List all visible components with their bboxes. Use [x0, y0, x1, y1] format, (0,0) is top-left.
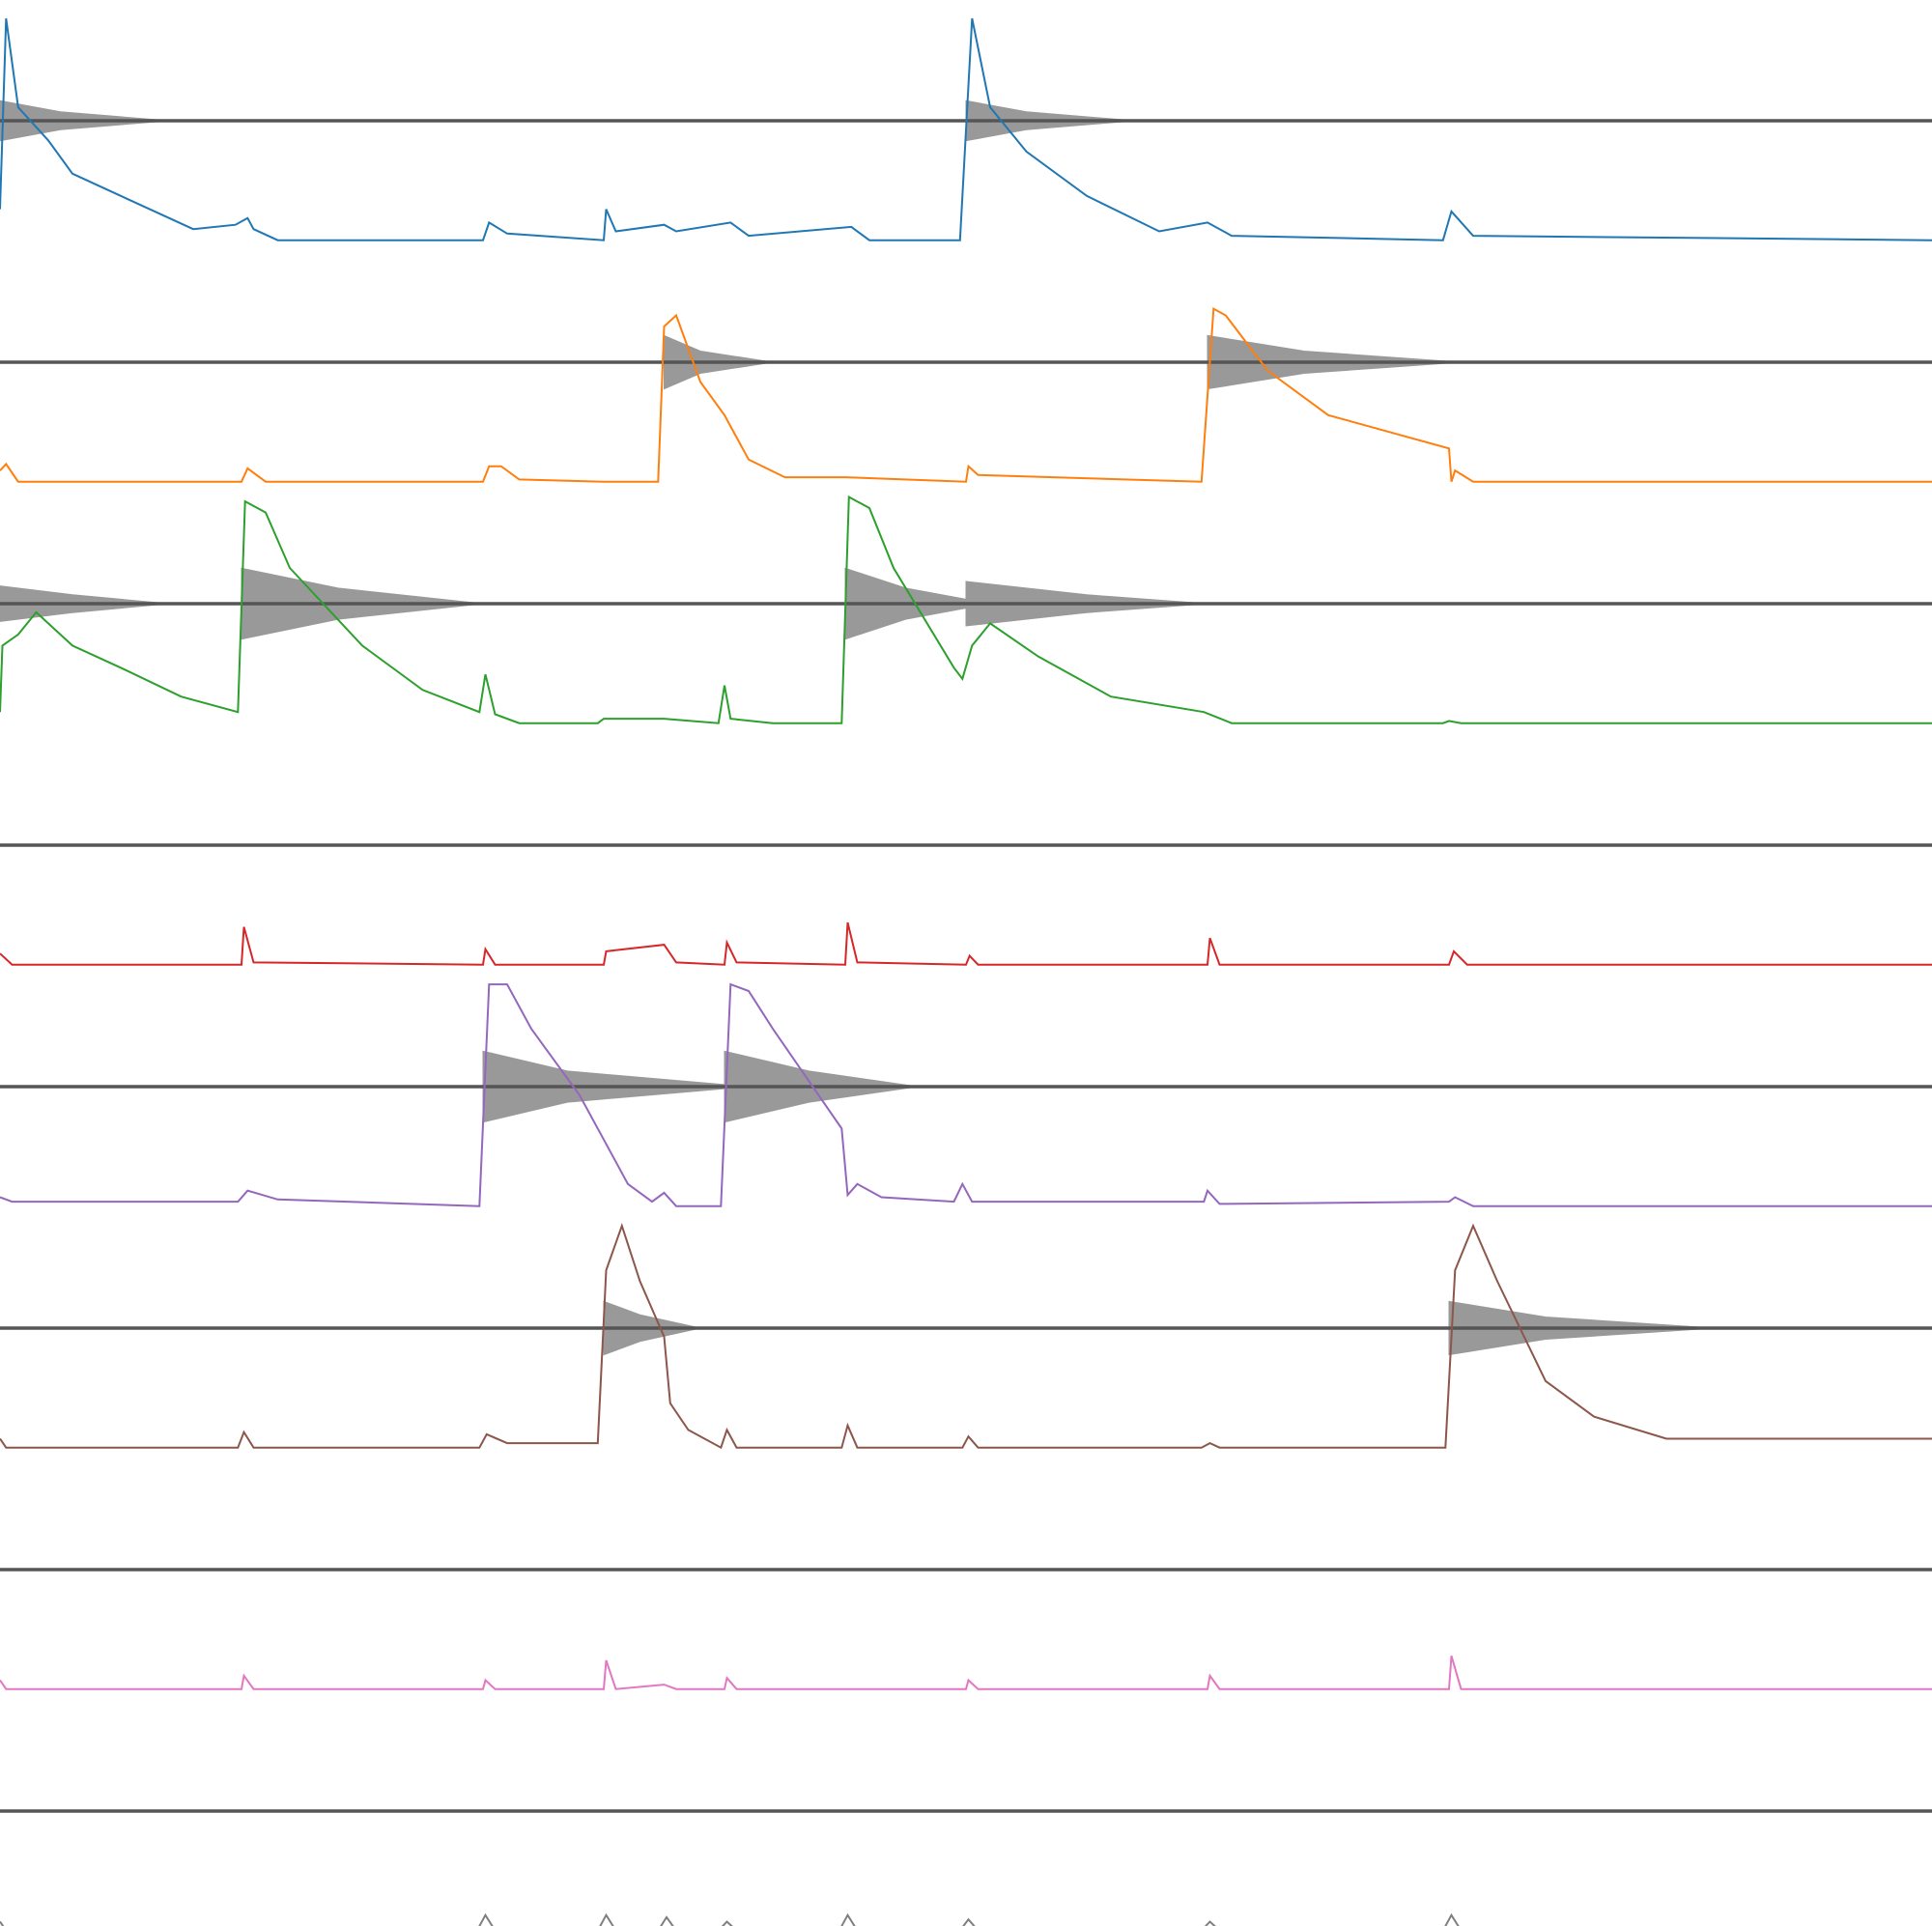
envelope-line	[0, 1656, 1932, 1690]
envelope-line	[0, 306, 1932, 483]
envelope-line	[0, 1222, 1932, 1450]
envelope-line	[0, 495, 1932, 724]
envelope-line	[0, 1912, 1460, 1926]
envelope-line	[0, 921, 1932, 966]
envelope-line	[0, 17, 1932, 241]
envelope-line	[0, 982, 1932, 1207]
